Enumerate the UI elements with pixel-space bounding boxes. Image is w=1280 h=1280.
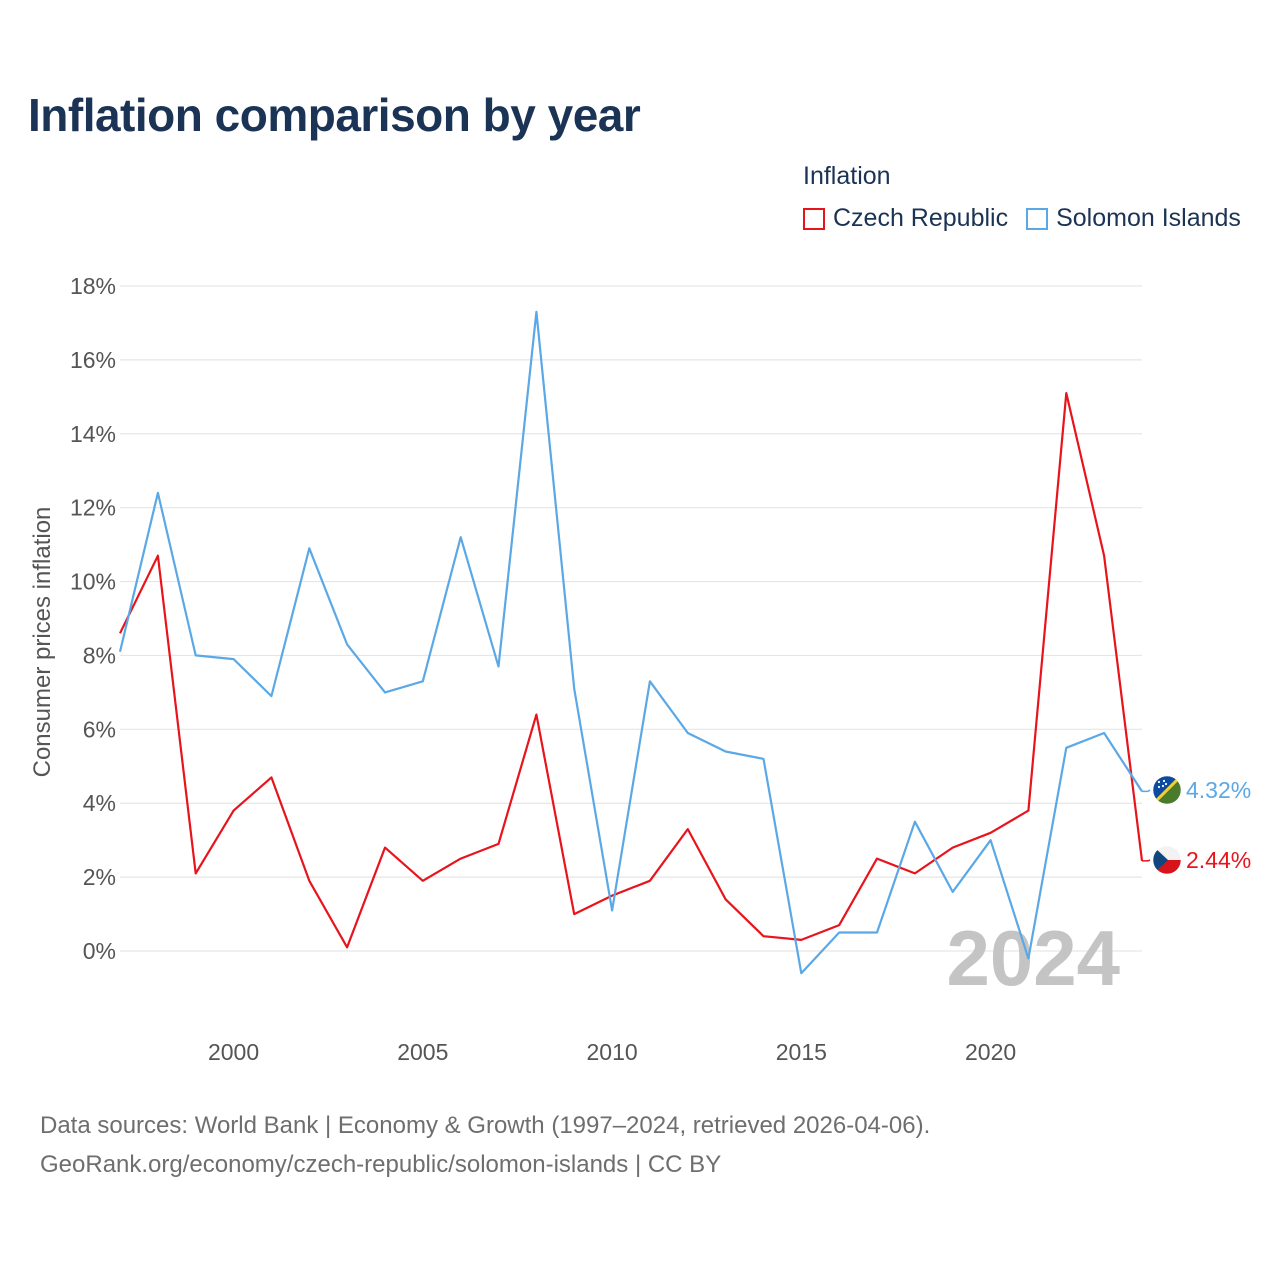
y-axis-title: Consumer prices inflation	[29, 507, 56, 778]
legend-swatch-solomon-islands	[1026, 207, 1049, 230]
x-tick-label: 2000	[208, 1039, 259, 1065]
legend-item-czech-republic[interactable]: Czech Republic	[803, 204, 1008, 233]
y-tick-label: 6%	[83, 716, 116, 742]
end-label-connector	[1142, 859, 1151, 862]
series-lines	[118, 310, 1144, 975]
y-tick-label: 8%	[83, 642, 116, 668]
y-tick-label: 12%	[70, 495, 116, 521]
legend-swatch-czech-republic	[803, 207, 825, 230]
solomon-islands-flag-icon	[1153, 776, 1181, 804]
series-line-czech-republic[interactable]	[119, 392, 1144, 949]
chart-title: Inflation comparison by year	[28, 89, 641, 141]
legend-label-czech-republic: Czech Republic	[833, 204, 1009, 232]
y-tick-label: 4%	[83, 790, 116, 816]
legend-item-solomon-islands[interactable]: Solomon Islands	[1026, 204, 1241, 233]
source-note: Data sources: World Bank | Economy & Gro…	[40, 1106, 930, 1184]
y-tick-label: 0%	[83, 938, 116, 964]
source-line-2[interactable]: GeoRank.org/economy/czech-republic/solom…	[40, 1151, 722, 1178]
x-tick-label: 2015	[776, 1039, 827, 1065]
y-tick-label: 2%	[83, 864, 116, 890]
y-axis: 0% 2% 4% 6% 8% 10% 12% 14% 16% 18%	[70, 273, 116, 964]
flag-outline	[1152, 845, 1182, 875]
source-line-1: Data sources: World Bank | Economy & Gro…	[40, 1112, 931, 1139]
x-tick-label: 2010	[586, 1039, 637, 1065]
czech-flag-icon	[1153, 846, 1181, 874]
flag-outline	[1152, 775, 1182, 805]
y-tick-label: 16%	[70, 347, 116, 373]
series-line-solomon-islands[interactable]	[118, 310, 1143, 975]
end-label-connector	[1142, 789, 1151, 793]
y-tick-label: 18%	[70, 273, 116, 299]
series-end-labels: 2.44% 4.32%	[1142, 775, 1251, 875]
legend-label-solomon-islands: Solomon Islands	[1056, 204, 1241, 232]
x-tick-label: 2020	[965, 1039, 1016, 1065]
end-value-label-solomon-islands: 4.32%	[1186, 777, 1251, 803]
x-tick-label: 2005	[397, 1039, 448, 1065]
y-tick-label: 10%	[70, 569, 116, 595]
gridlines	[120, 285, 1142, 952]
y-tick-label: 14%	[70, 421, 116, 447]
legend: Czech Republic Solomon Islands	[803, 204, 1241, 233]
x-axis: 2000 2005 2010 2015 2020	[208, 1039, 1016, 1065]
end-value-label-czech-republic: 2.44%	[1186, 847, 1251, 873]
legend-title: Inflation	[803, 162, 891, 190]
